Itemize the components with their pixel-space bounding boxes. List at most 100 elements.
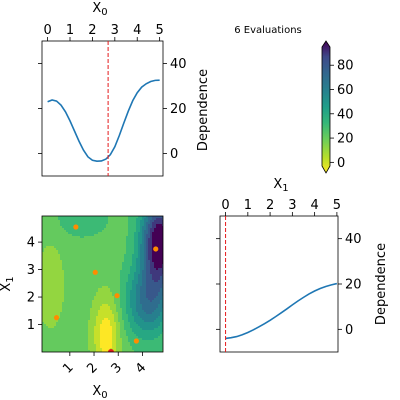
- contour-cell: [118, 332, 121, 335]
- contour-cell: [84, 286, 87, 289]
- contour-cell: [86, 248, 89, 251]
- contour-cell: [124, 252, 127, 255]
- contour-cell: [84, 260, 87, 263]
- contour-cell: [140, 260, 143, 263]
- contour-cell: [80, 226, 83, 229]
- contour-cell: [128, 258, 131, 261]
- contour-cell: [150, 252, 153, 255]
- contour-cell: [126, 340, 129, 343]
- contour-cell: [132, 244, 135, 247]
- contour-cell: [48, 340, 51, 343]
- x-tick-label: 4: [133, 23, 141, 38]
- contour-cell: [58, 342, 61, 345]
- contour-cell: [86, 234, 89, 237]
- contour-cell: [58, 286, 61, 289]
- contour-cell: [54, 218, 57, 221]
- contour-cell: [42, 266, 45, 269]
- y-tick-label: 1: [27, 318, 35, 333]
- contour-cell: [146, 252, 149, 255]
- contour-cell: [96, 238, 99, 241]
- contour-cell: [58, 306, 61, 309]
- contour-cell: [72, 326, 75, 329]
- contour-cell: [148, 222, 151, 225]
- contour-cell: [56, 218, 59, 221]
- contour-cell: [48, 294, 51, 297]
- contour-cell: [104, 216, 107, 219]
- contour-cell: [92, 340, 95, 343]
- contour-cell: [142, 268, 145, 271]
- contour-cell: [62, 254, 65, 257]
- contour-cell: [84, 274, 87, 277]
- contour-cell: [146, 326, 149, 329]
- contour-cell: [66, 262, 69, 265]
- contour-cell: [92, 260, 95, 263]
- contour-cell: [42, 310, 45, 313]
- contour-cell: [148, 340, 151, 343]
- contour-cell: [46, 258, 49, 261]
- contour-cell: [124, 336, 127, 339]
- contour-cell: [52, 324, 55, 327]
- contour-cell: [122, 300, 125, 303]
- contour-cell: [136, 302, 139, 305]
- contour-cell: [156, 260, 159, 263]
- contour-cell: [138, 302, 141, 305]
- contour-cell: [96, 248, 99, 251]
- contour-cell: [154, 302, 157, 305]
- contour-cell: [146, 270, 149, 273]
- contour-cell: [140, 250, 143, 253]
- contour-cell: [76, 248, 79, 251]
- contour-cell: [156, 236, 159, 239]
- contour-cell: [62, 326, 65, 329]
- contour-cell: [158, 318, 161, 321]
- contour-cell: [144, 222, 147, 225]
- contour-cell: [112, 312, 115, 315]
- contour-cell: [156, 310, 159, 313]
- contour-cell: [88, 306, 91, 309]
- contour-cell: [138, 348, 141, 351]
- contour-cell: [110, 274, 113, 277]
- contour-cell: [78, 264, 81, 267]
- contour-cell: [100, 348, 103, 351]
- contour-cell: [122, 286, 125, 289]
- contour-cell: [160, 328, 163, 331]
- contour-cell: [154, 306, 157, 309]
- contour-cell: [108, 230, 111, 233]
- contour-cell: [102, 256, 105, 259]
- contour-cell: [134, 260, 137, 263]
- contour-cell: [128, 236, 131, 239]
- contour-cell: [50, 300, 53, 303]
- contour-cell: [78, 280, 81, 283]
- contour-cell: [78, 340, 81, 343]
- contour-cell: [130, 338, 133, 341]
- contour-cell: [134, 330, 137, 333]
- contour-cell: [122, 220, 125, 223]
- contour-cell: [86, 226, 89, 229]
- contour-cell: [102, 280, 105, 283]
- contour-cell: [54, 324, 57, 327]
- contour-cell: [80, 324, 83, 327]
- contour-cell: [102, 248, 105, 251]
- contour-cell: [64, 292, 67, 295]
- contour-cell: [152, 238, 155, 241]
- contour-cell: [136, 266, 139, 269]
- contour-cell: [122, 256, 125, 259]
- contour-cell: [60, 276, 63, 279]
- contour-cell: [152, 312, 155, 315]
- contour-cell: [130, 228, 133, 231]
- contour-cell: [140, 234, 143, 237]
- contour-cell: [132, 296, 135, 299]
- contour-cell: [42, 288, 45, 291]
- contour-cell: [142, 272, 145, 275]
- contour-cell: [82, 236, 85, 239]
- contour-cell: [54, 254, 57, 257]
- contour-cell: [134, 328, 137, 331]
- contour-cell: [86, 238, 89, 241]
- colorbar-tick-label: 80: [337, 59, 354, 74]
- contour-cell: [150, 236, 153, 239]
- contour-cell: [52, 288, 55, 291]
- contour-cell: [82, 316, 85, 319]
- contour-cell: [80, 220, 83, 223]
- contour-cell: [104, 244, 107, 247]
- contour-cell: [120, 266, 123, 269]
- contour-cell: [88, 246, 91, 249]
